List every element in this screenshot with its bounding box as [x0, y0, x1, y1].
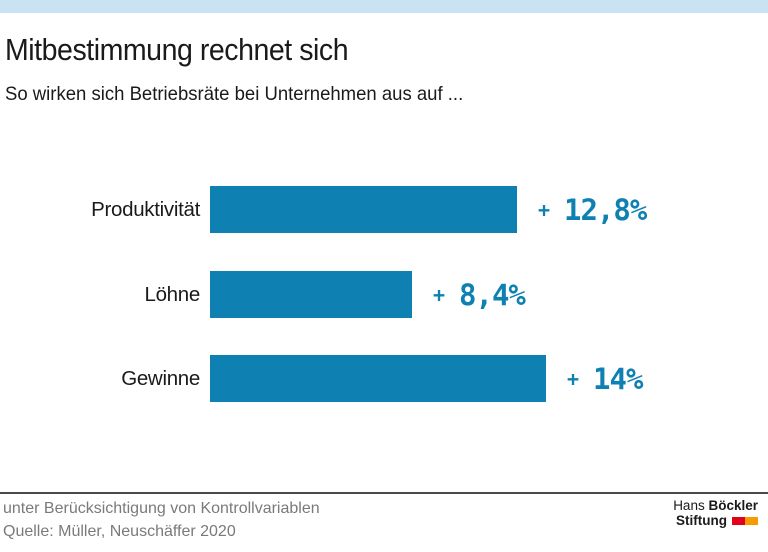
source-note: Quelle: Müller, Neuschäffer 2020 [3, 523, 236, 540]
bar-row-loehne: Löhne + 8,4% [0, 271, 768, 318]
logo-name-bold: Böckler [708, 498, 758, 513]
category-label: Löhne [144, 283, 200, 306]
value-label-produktivitaet: + 12,8% [538, 186, 647, 233]
value-number: 12,8% [564, 192, 647, 227]
plus-sign: + [538, 197, 551, 222]
methodology-note: unter Berücksichtigung von Kontrollvaria… [3, 500, 320, 517]
bar-produktivitaet [210, 186, 517, 233]
category-label: Produktivität [91, 198, 200, 221]
bar-row-produktivitaet: Produktivität + 12,8% [0, 186, 768, 233]
logo-stiftung-label: Stiftung [676, 512, 727, 528]
value-number: 14% [593, 361, 643, 396]
bar-row-gewinne: Gewinne + 14% [0, 355, 768, 402]
page-title: Mitbestimmung rechnet sich [5, 32, 349, 67]
top-accent-bar [0, 0, 768, 13]
plus-sign: + [567, 366, 580, 391]
bar-chart: Produktivität + 12,8% Löhne + 8,4% Gewin… [0, 186, 768, 402]
value-label-loehne: + 8,4% [433, 271, 526, 318]
footer-notes: unter Berücksichtigung von Kontrollvaria… [3, 497, 320, 543]
bar-gewinne [210, 355, 546, 402]
plus-sign: + [433, 282, 446, 307]
hans-boeckler-stiftung-logo: Hans Böckler Stiftung [673, 498, 758, 529]
logo-red-block-icon [732, 516, 745, 525]
category-label: Gewinne [121, 367, 200, 390]
logo-line-2: Stiftung [673, 512, 758, 529]
value-label-gewinne: + 14% [567, 355, 643, 402]
logo-orange-block-icon [745, 516, 758, 525]
logo-name-regular: Hans [673, 498, 705, 513]
value-number: 8,4% [459, 277, 526, 312]
logo-line-1: Hans Böckler [673, 498, 758, 514]
bar-loehne [210, 271, 412, 318]
footer-divider [0, 492, 768, 494]
page-subtitle: So wirken sich Betriebsräte bei Unterneh… [5, 83, 464, 105]
